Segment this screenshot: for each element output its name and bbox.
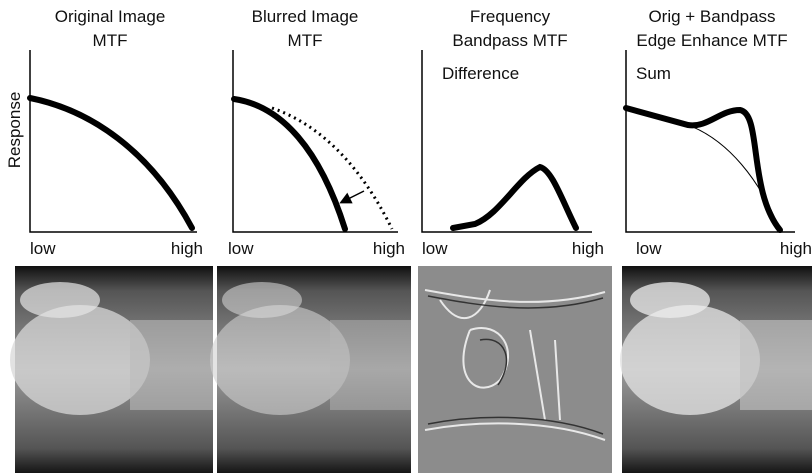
xray-image	[210, 266, 411, 473]
annotation: Difference	[442, 64, 519, 83]
mtf-curve	[453, 167, 576, 228]
reference-curve	[688, 125, 780, 230]
x-low-label: low	[30, 239, 56, 258]
panel-title: Bandpass MTF	[452, 31, 567, 50]
x-high-label: high	[572, 239, 604, 258]
panel-title: Orig + Bandpass	[648, 7, 775, 26]
x-high-label: high	[780, 239, 812, 258]
x-low-label: low	[228, 239, 254, 258]
panel-title: Frequency	[470, 7, 551, 26]
xray-image	[10, 266, 213, 473]
mtf-curve	[234, 99, 345, 229]
axis	[30, 50, 197, 232]
x-low-label: low	[422, 239, 448, 258]
panel-title: Blurred Image	[252, 7, 359, 26]
mtf-curve	[626, 108, 780, 230]
panel-title: MTF	[93, 31, 128, 50]
arrow	[342, 191, 364, 202]
xray-image	[620, 266, 812, 473]
annotation: Sum	[636, 64, 671, 83]
panel-title: MTF	[288, 31, 323, 50]
x-high-label: high	[373, 239, 405, 258]
panel-title: Edge Enhance MTF	[636, 31, 787, 50]
axis	[233, 50, 398, 232]
xray-image	[418, 266, 612, 473]
x-low-label: low	[636, 239, 662, 258]
x-high-label: high	[171, 239, 203, 258]
mtf-curve	[30, 98, 192, 228]
page: Original Image MTF Blurred Image MTF Fre…	[0, 0, 812, 473]
panel-title: Original Image	[55, 7, 166, 26]
diagram: Original Image MTF Blurred Image MTF Fre…	[0, 0, 812, 473]
y-axis-label: Response	[5, 92, 24, 169]
